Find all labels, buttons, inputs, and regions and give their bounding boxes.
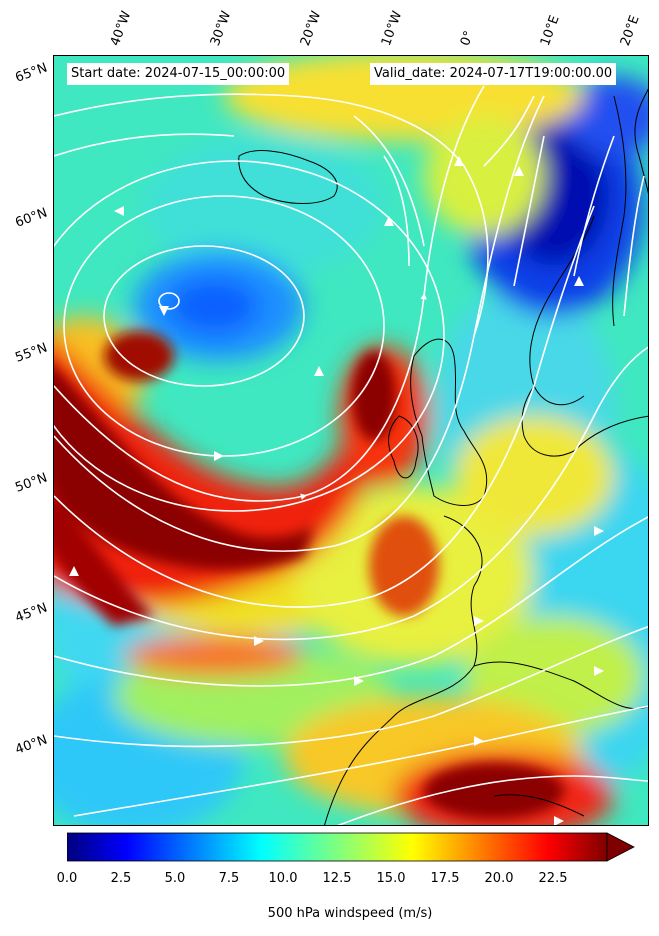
lon-label-10w: 10°W	[378, 9, 406, 48]
lon-label-0: 0°	[457, 28, 478, 48]
coast-med	[473, 661, 648, 710]
lat-label-55n: 55°N	[13, 340, 50, 366]
coast-norway	[529, 215, 595, 406]
colorbar	[67, 832, 635, 862]
lat-label-40n: 40°N	[13, 732, 50, 758]
colorbar-tick-label: 2.5	[110, 871, 132, 886]
colorbar-tick-label: 0.0	[56, 871, 78, 886]
colorbar-tick-label: 7.5	[218, 871, 240, 886]
colorbar-gradient	[67, 832, 608, 862]
lon-label-20e: 20°E	[617, 13, 643, 49]
coast-denmark	[521, 385, 575, 457]
colorbar-tick-label: 20.0	[484, 871, 514, 886]
coast-baltic	[573, 415, 648, 452]
lat-label-60n: 60°N	[13, 205, 50, 231]
lon-label-20w: 20°W	[297, 9, 325, 48]
coast-sweden	[612, 95, 627, 327]
streamline-arrows	[69, 156, 604, 825]
coast-france-iberia	[324, 515, 483, 825]
coast-africa	[493, 794, 585, 817]
lon-label-10e: 10°E	[537, 13, 563, 49]
colorbar-tick-label: 15.0	[376, 871, 406, 886]
colorbar-tick-label: 22.5	[538, 871, 568, 886]
lon-label-40w: 40°W	[107, 9, 135, 48]
map-panel	[53, 55, 649, 826]
jet-core	[54, 331, 564, 819]
lat-label-50n: 50°N	[13, 470, 50, 496]
colorbar-extend-arrow	[606, 832, 635, 862]
lat-label-65n: 65°N	[13, 60, 50, 86]
colorbar-tick-label: 12.5	[322, 871, 352, 886]
colorbar-tick-label: 17.5	[430, 871, 460, 886]
streamlines	[54, 85, 648, 825]
windspeed-map	[54, 56, 648, 825]
colorbar-tick-label: 10.0	[268, 871, 298, 886]
valid-date-label: Valid_date: 2024-07-17T19:00:00.00	[370, 63, 617, 85]
coast-iceland	[238, 150, 338, 204]
coast-finland	[634, 88, 648, 195]
colorbar-label: 500 hPa windspeed (m/s)	[267, 906, 433, 921]
start-date-label: Start date: 2024-07-15_00:00:00	[67, 63, 290, 85]
lat-label-45n: 45°N	[13, 600, 50, 626]
colorbar-tick-label: 5.0	[164, 871, 186, 886]
lon-label-30w: 30°W	[207, 9, 235, 48]
